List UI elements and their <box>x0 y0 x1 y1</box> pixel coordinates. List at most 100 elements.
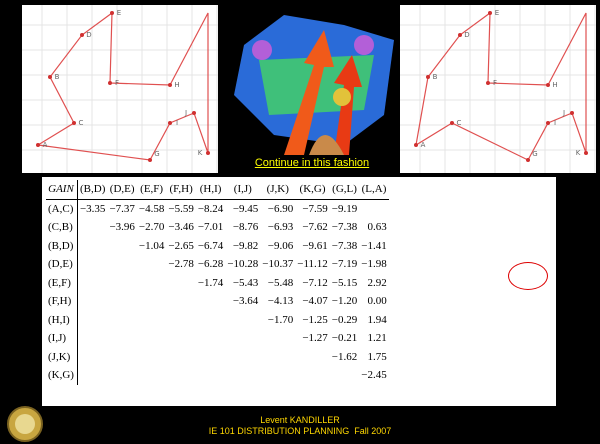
header-cell: (I,J) <box>225 180 260 199</box>
table-row: (J,K)−1.621.75 <box>46 348 389 367</box>
node-label: G <box>154 150 159 158</box>
cell: −2.70 <box>137 218 166 237</box>
cell: 1.94 <box>359 311 388 330</box>
node-label: J <box>184 109 187 117</box>
empty-cell <box>77 255 107 274</box>
cell: −9.06 <box>260 237 295 256</box>
empty-cell <box>359 199 388 218</box>
row-label: (J,K) <box>46 348 77 367</box>
cell: −3.46 <box>166 218 195 237</box>
empty-cell <box>225 348 260 367</box>
table-row: (A,C)−3.35−7.37−4.58−5.59−8.24−9.45−6.90… <box>46 199 389 218</box>
cell: −8.76 <box>225 218 260 237</box>
caption[interactable]: Continue in this fashion <box>224 157 400 169</box>
header-cell: (G,L) <box>330 180 359 199</box>
node <box>72 121 76 125</box>
node-label: K <box>198 149 203 157</box>
row-label: (E,F) <box>46 274 77 293</box>
empty-cell <box>196 329 225 348</box>
cell: −9.82 <box>225 237 260 256</box>
empty-cell <box>77 218 107 237</box>
empty-cell <box>137 292 166 311</box>
cell: 0.00 <box>359 292 388 311</box>
cell: −9.45 <box>225 199 260 218</box>
cell: −1.70 <box>260 311 295 330</box>
node <box>48 75 52 79</box>
slide: ABCDEFGHIJK Continue in this fashion ABC… <box>0 0 600 444</box>
table-row: (K,G)−2.45 <box>46 366 389 385</box>
node <box>110 11 114 15</box>
header-cell: (E,F) <box>137 180 166 199</box>
row-label: (K,G) <box>46 366 77 385</box>
node <box>584 151 588 155</box>
empty-cell <box>196 366 225 385</box>
cell: −1.62 <box>330 348 359 367</box>
node <box>488 11 492 15</box>
table-row: (D,E)−2.78−6.28−10.28−10.37−11.12−7.19−1… <box>46 255 389 274</box>
node <box>168 121 172 125</box>
cell: −11.12 <box>295 255 330 274</box>
node-label: K <box>576 149 581 157</box>
empty-cell <box>166 348 195 367</box>
cell: −3.35 <box>77 199 107 218</box>
header-cell: (H,I) <box>196 180 225 199</box>
cell: −7.37 <box>107 199 136 218</box>
cell: −1.98 <box>359 255 388 274</box>
empty-cell <box>107 237 136 256</box>
cell: 2.92 <box>359 274 388 293</box>
cell: −7.59 <box>295 199 330 218</box>
node-label: F <box>115 79 119 87</box>
logo-inner <box>15 414 35 434</box>
empty-cell <box>137 255 166 274</box>
cell: −1.04 <box>137 237 166 256</box>
empty-cell <box>196 292 225 311</box>
cell: −7.01 <box>196 218 225 237</box>
cell: −6.74 <box>196 237 225 256</box>
cell: −9.19 <box>330 199 359 218</box>
footer-course: IE 101 DISTRIBUTION PLANNING Fall 2007 <box>100 426 500 437</box>
node-label: I <box>176 119 178 127</box>
empty-cell <box>225 311 260 330</box>
empty-cell <box>77 366 107 385</box>
cell: −7.12 <box>295 274 330 293</box>
empty-cell <box>107 366 136 385</box>
row-label: (F,H) <box>46 292 77 311</box>
empty-cell <box>166 292 195 311</box>
empty-cell <box>137 311 166 330</box>
node <box>450 121 454 125</box>
cell: −4.07 <box>295 292 330 311</box>
empty-cell <box>77 292 107 311</box>
node-label: E <box>117 9 121 17</box>
empty-cell <box>137 274 166 293</box>
empty-cell <box>77 274 107 293</box>
header-cell: GAIN <box>46 180 77 199</box>
node-label: F <box>493 79 497 87</box>
empty-cell <box>330 366 359 385</box>
node-label: A <box>421 141 426 149</box>
node <box>414 143 418 147</box>
header-cell: (F,H) <box>166 180 195 199</box>
node-label: C <box>79 119 84 127</box>
cell: −6.90 <box>260 199 295 218</box>
tour <box>38 13 208 160</box>
node-label: I <box>554 119 556 127</box>
node <box>546 121 550 125</box>
row-label: (C,B) <box>46 218 77 237</box>
highlight-circle <box>508 262 548 290</box>
cell: −1.20 <box>330 292 359 311</box>
clipart-figure <box>252 40 272 60</box>
empty-cell <box>166 366 195 385</box>
empty-cell <box>225 366 260 385</box>
empty-cell <box>107 274 136 293</box>
cell: −7.19 <box>330 255 359 274</box>
cell: −6.93 <box>260 218 295 237</box>
cell: −3.96 <box>107 218 136 237</box>
cell: −10.37 <box>260 255 295 274</box>
cell: −5.15 <box>330 274 359 293</box>
cell: −0.21 <box>330 329 359 348</box>
node <box>192 111 196 115</box>
cell: −0.29 <box>330 311 359 330</box>
